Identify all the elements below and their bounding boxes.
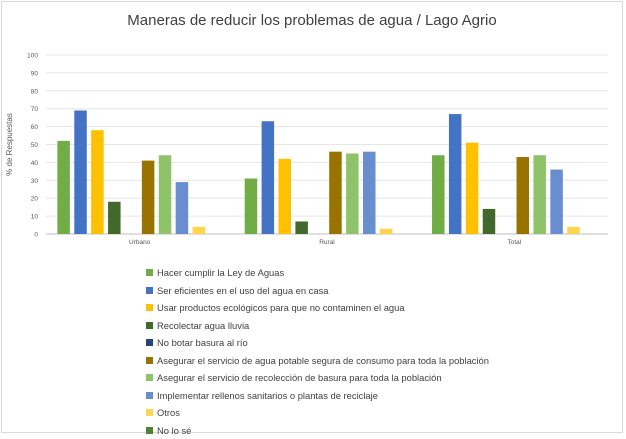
bar (329, 152, 342, 234)
bar (449, 114, 462, 234)
legend-item: Implementar rellenos sanitarios o planta… (146, 387, 489, 405)
legend-label: Asegurar el servicio de recolección de b… (157, 372, 442, 383)
bar (108, 202, 121, 234)
legend-item: Ser eficientes en el uso del agua en cas… (146, 282, 489, 300)
y-tick-label: 50 (31, 142, 39, 149)
x-tick-label: Rural (319, 239, 335, 246)
legend-label: Otros (157, 407, 180, 418)
y-tick-label: 70 (31, 106, 39, 113)
bar (483, 209, 496, 234)
legend-item: Hacer cumplir la Ley de Aguas (146, 264, 489, 282)
legend-swatch (146, 357, 153, 364)
y-tick-label: 100 (27, 53, 38, 60)
legend-item: Otros (146, 404, 489, 422)
chart-legend: Hacer cumplir la Ley de Aguas Ser eficien… (146, 264, 489, 439)
legend-label: No botar basura al río (157, 337, 248, 348)
legend-swatch (146, 287, 153, 294)
y-tick-label: 0 (34, 232, 38, 239)
legend-swatch (146, 269, 153, 276)
legend-swatch (146, 304, 153, 311)
bar (380, 229, 393, 234)
legend-swatch (146, 392, 153, 399)
bar (193, 227, 206, 234)
bar (533, 155, 546, 234)
x-tick-label: Total (507, 239, 521, 246)
bar (176, 182, 189, 234)
bar (57, 141, 70, 234)
bar (432, 155, 445, 234)
y-tick-label: 60 (31, 124, 39, 131)
legend-label: No lo sé (157, 425, 191, 436)
bar (295, 221, 308, 234)
bar (279, 159, 292, 234)
legend-item: Asegurar el servicio de agua potable seg… (146, 352, 489, 370)
legend-item: Asegurar el servicio de recolección de b… (146, 369, 489, 387)
legend-item: Recolectar agua lluvia (146, 317, 489, 335)
y-tick-label: 80 (31, 88, 39, 95)
bar (466, 143, 479, 234)
bar (550, 170, 563, 234)
x-tick-label: Urbano (129, 239, 151, 246)
legend-label: Hacer cumplir la Ley de Aguas (157, 267, 284, 278)
legend-swatch (146, 409, 153, 416)
y-tick-label: 90 (31, 70, 39, 77)
bar (517, 157, 530, 234)
y-tick-label: 40 (31, 160, 39, 167)
legend-label: Implementar rellenos sanitarios o planta… (157, 390, 378, 401)
bar (74, 110, 87, 234)
y-tick-label: 10 (31, 214, 39, 221)
legend-item: Usar productos ecológicos para que no co… (146, 299, 489, 317)
legend-swatch (146, 374, 153, 381)
bar (567, 227, 580, 234)
bar (363, 152, 376, 234)
legend-swatch (146, 427, 153, 434)
legend-swatch (146, 339, 153, 346)
legend-swatch (146, 322, 153, 329)
bar (245, 179, 258, 234)
bar (91, 130, 104, 234)
legend-label: Usar productos ecológicos para que no co… (157, 302, 405, 313)
y-axis-label: % de Respuestas (5, 113, 14, 176)
y-tick-label: 30 (31, 178, 39, 185)
legend-item: No lo sé (146, 422, 489, 439)
bar (142, 161, 155, 234)
bar (346, 153, 359, 234)
legend-label: Recolectar agua lluvia (157, 320, 249, 331)
bar (262, 121, 275, 234)
y-tick-label: 20 (31, 196, 39, 203)
bar (159, 155, 172, 234)
legend-label: Asegurar el servicio de agua potable seg… (157, 355, 489, 366)
legend-label: Ser eficientes en el uso del agua en cas… (157, 285, 328, 296)
legend-item: No botar basura al río (146, 334, 489, 352)
